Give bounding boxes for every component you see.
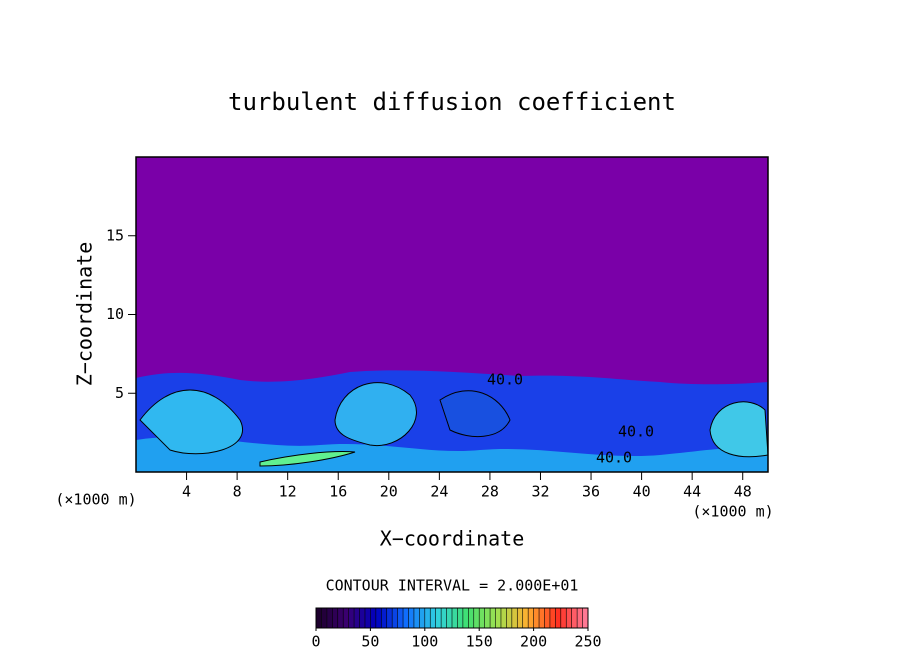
x-tick-label: 32 [531, 483, 549, 501]
colorbar-band [533, 608, 540, 628]
colorbar-band [500, 608, 507, 628]
colorbar-band [457, 608, 463, 628]
colorbar-band [571, 608, 578, 628]
colorbar-band [386, 608, 393, 628]
x-tick-label: 36 [582, 483, 600, 501]
colorbar-band [375, 608, 382, 628]
x-unit: (×1000 m) [692, 503, 773, 521]
colorbar-band [528, 608, 534, 628]
colorbar-band [348, 608, 355, 628]
eddy [259, 451, 356, 467]
colorbar-band [490, 608, 496, 628]
colorbar-band [539, 608, 545, 628]
x-tick-label: 12 [279, 483, 297, 501]
y-tick-label: 15 [106, 226, 124, 244]
colorbar-tick-label: 150 [466, 633, 493, 651]
colorbar-band [549, 608, 556, 628]
x-tick-label: 20 [380, 483, 398, 501]
colorbar-band [511, 608, 518, 628]
x-unit: (×1000 m) [55, 491, 136, 509]
colorbar-band [419, 608, 425, 628]
x-tick-label: 24 [430, 483, 448, 501]
colorbar-band [354, 608, 360, 628]
colorbar-tick-label: 50 [361, 633, 379, 651]
colorbar-band [441, 608, 447, 628]
colorbar-band [408, 608, 414, 628]
colorbar-band [517, 608, 523, 628]
colorbar-band [468, 608, 474, 628]
contour-label: 40.0 [618, 423, 654, 441]
colorbar-band [577, 608, 583, 628]
colorbar-band [332, 608, 338, 628]
colorbar-band [522, 608, 529, 628]
eddy [334, 382, 417, 447]
y-axis-label: Z−coordinate [73, 242, 97, 387]
colorbar-tick-label: 100 [411, 633, 438, 651]
x-tick-label: 8 [233, 483, 242, 501]
colorbar-tick-label: 250 [574, 633, 601, 651]
y-tick-label: 5 [115, 384, 124, 402]
eddy [139, 389, 243, 455]
colorbar-band [555, 608, 561, 628]
field [136, 157, 769, 472]
x-tick-label: 4 [182, 483, 191, 501]
colorbar-band [364, 608, 371, 628]
contour-interval: CONTOUR INTERVAL = 2.000E+01 [326, 577, 579, 595]
y-tick-label: 10 [106, 305, 124, 323]
colorbar-tick-label: 200 [520, 633, 547, 651]
colorbar-band [435, 608, 442, 628]
colorbar-band [544, 608, 550, 628]
colorbar-band [321, 608, 327, 628]
colorbar-band [582, 608, 588, 628]
contour-label: 40.0 [596, 449, 632, 467]
colorbar-band [343, 608, 349, 628]
colorbar-band [326, 608, 333, 628]
colorbar-band [424, 608, 431, 628]
colorbar-band [316, 608, 322, 628]
eddy [439, 390, 511, 438]
colorbar-band [359, 608, 365, 628]
colorbar-band [430, 608, 436, 628]
colorbar-band [413, 608, 420, 628]
colorbar-band [452, 608, 458, 628]
contour-label: 40.0 [487, 371, 523, 389]
colorbar-band [473, 608, 480, 628]
colorbar-band [370, 608, 376, 628]
colorbar-band [337, 608, 344, 628]
x-axis-label: X−coordinate [380, 527, 525, 551]
colorbar-band [462, 608, 469, 628]
colorbar-band [479, 608, 485, 628]
colorbar-frame [315, 607, 589, 629]
chart-title: turbulent diffusion coefficient [228, 88, 676, 116]
colorbar-band [506, 608, 512, 628]
colorbar-band [495, 608, 501, 628]
colorbar-band [566, 608, 572, 628]
eddy [709, 401, 769, 458]
colorbar-band [560, 608, 567, 628]
x-tick-label: 44 [683, 483, 701, 501]
colorbar-band [397, 608, 404, 628]
x-tick-label: 16 [329, 483, 347, 501]
colorbar-band [392, 608, 398, 628]
colorbar-tick-label: 0 [311, 633, 320, 651]
colorbar-band [381, 608, 387, 628]
x-tick-label: 40 [633, 483, 651, 501]
x-tick-label: 28 [481, 483, 499, 501]
colorbar-band [446, 608, 452, 628]
x-tick-label: 48 [734, 483, 752, 501]
colorbar-band [403, 608, 409, 628]
colorbar-band [484, 608, 491, 628]
